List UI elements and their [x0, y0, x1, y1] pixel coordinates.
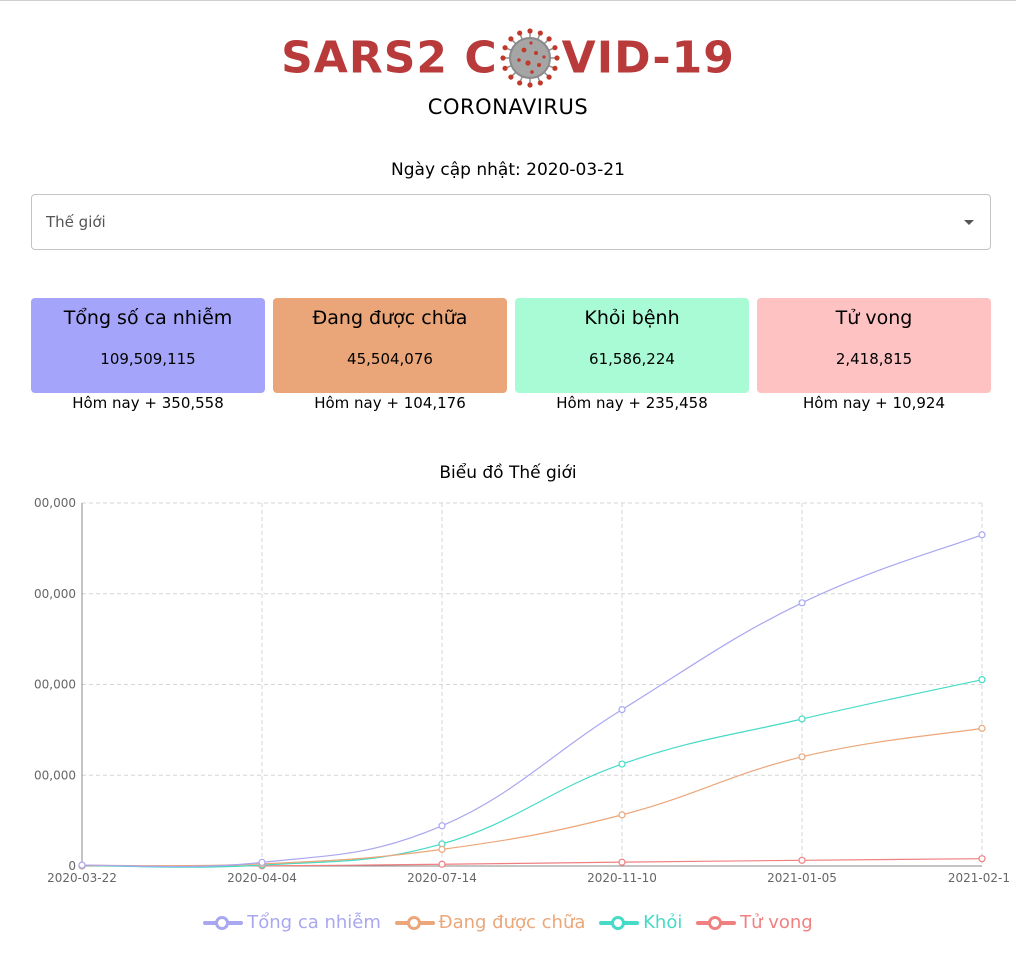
x-tick-label: 2020-04-04: [227, 871, 297, 885]
card-title: Đang được chữa: [312, 307, 468, 329]
legend-item[interactable]: Đang được chữa: [394, 911, 586, 933]
caret-down-icon[interactable]: [964, 220, 974, 225]
x-tick-label: 2020-11-10: [587, 871, 657, 885]
y-tick-label: 00,000: [34, 496, 76, 510]
legend-label: Đang được chữa: [438, 911, 586, 933]
card-recovered: Khỏi bệnh 61,586,224: [515, 298, 749, 393]
card-deaths: Tử vong 2,418,815: [757, 298, 991, 393]
card-title: Tổng số ca nhiễm: [63, 307, 233, 329]
data-point: [798, 715, 806, 723]
subtitle: CORONAVIRUS: [427, 95, 589, 119]
app-title: SARS2 C VID-19: [0, 28, 1016, 88]
legend-item[interactable]: Tổng ca nhiễm: [203, 912, 381, 933]
update-date: Ngày cập nhật: 2020-03-21: [391, 160, 625, 180]
legend-label: Khỏi: [643, 911, 683, 933]
legend-label: Tử vong: [740, 911, 813, 933]
legend-item[interactable]: Khỏi: [599, 912, 682, 933]
x-tick-label: 2020-03-22: [47, 871, 117, 885]
country-select[interactable]: Thế giới: [31, 194, 991, 250]
y-tick-label: 00,000: [34, 587, 76, 601]
title-left: SARS2 C: [281, 32, 498, 84]
data-point: [978, 724, 986, 732]
legend-marker: [406, 915, 421, 930]
title-right: VID-19: [561, 32, 735, 84]
series-line-0: [81, 534, 983, 868]
data-point: [258, 858, 266, 866]
data-point: [798, 753, 806, 761]
data-point: [438, 845, 446, 853]
card-title: Khỏi bệnh: [584, 307, 680, 329]
data-point: [978, 531, 986, 539]
data-point: [438, 860, 446, 868]
data-point: [78, 861, 86, 869]
today-recovered: Hôm nay + 235,458: [556, 394, 708, 412]
card-active-cases: Đang được chữa 45,504,076: [273, 298, 507, 393]
data-point: [618, 811, 626, 819]
legend-marker: [215, 915, 230, 930]
today-total-cases: Hôm nay + 350,558: [72, 394, 224, 412]
today-active-cases: Hôm nay + 104,176: [314, 394, 466, 412]
data-point: [978, 855, 986, 863]
legend-item[interactable]: Tử vong: [696, 912, 813, 933]
chart-title: Biểu đồ Thế giới: [439, 463, 577, 483]
x-tick-label: 2021-01-05: [767, 871, 837, 885]
x-tick-label: 2021-02-1: [948, 871, 1010, 885]
legend-marker: [708, 915, 723, 930]
legend-marker: [611, 915, 626, 930]
data-point: [978, 676, 986, 684]
series-line-1: [81, 727, 983, 867]
data-point: [618, 760, 626, 768]
data-point: [618, 706, 626, 714]
card-total-cases: Tổng số ca nhiễm 109,509,115: [31, 298, 265, 393]
x-tick-label: 2020-07-14: [407, 871, 477, 885]
data-point: [798, 856, 806, 864]
card-title: Tử vong: [835, 307, 913, 329]
country-select-value: Thế giới: [46, 213, 106, 231]
y-tick-label: 00,000: [34, 678, 76, 692]
today-deaths: Hôm nay + 10,924: [802, 394, 945, 412]
data-point: [438, 822, 446, 830]
card-value: 45,504,076: [347, 350, 433, 368]
data-point: [618, 858, 626, 866]
card-value: 61,586,224: [589, 350, 675, 368]
card-value: 2,418,815: [835, 350, 913, 368]
y-tick-label: 00,000: [34, 768, 76, 782]
coronavirus-icon: [500, 28, 560, 88]
legend-label: Tổng ca nhiễm: [247, 911, 381, 933]
chart-legend: Tổng ca nhiễm Đang được chữa Khỏi Tử von…: [0, 911, 1016, 933]
card-value: 109,509,115: [100, 350, 196, 368]
y-tick-label: 0: [68, 859, 76, 873]
line-chart: 2020-03-22 2020-04-04 2020-07-14 2020-11-10…: [34, 496, 1010, 885]
data-point: [798, 599, 806, 607]
series-line-2: [81, 679, 983, 868]
top-border: [0, 0, 1016, 1]
